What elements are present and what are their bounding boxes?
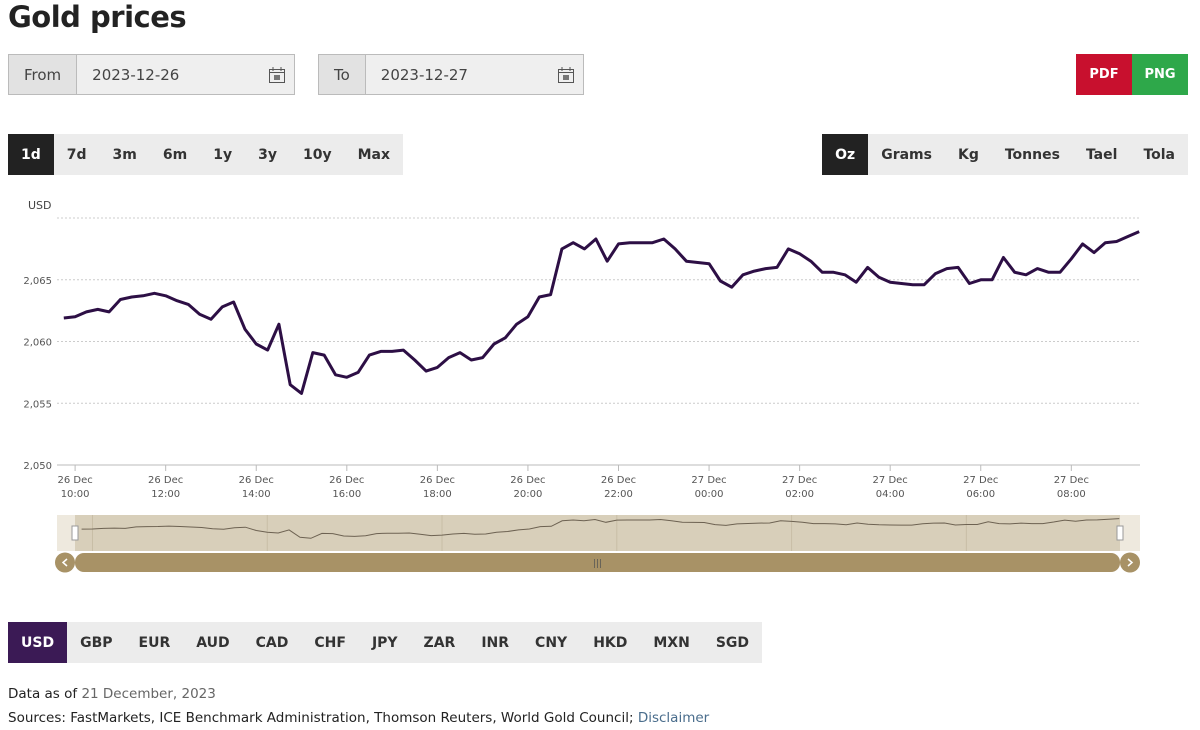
page-title: Gold prices	[8, 0, 187, 34]
currencies-button[interactable]: CNY	[535, 634, 568, 651]
scrollbar-arrow[interactable]	[55, 552, 75, 573]
x-tick-label: 26 Dec	[239, 475, 274, 486]
periods-button[interactable]: 6m	[162, 146, 188, 163]
png-button[interactable]: PNG	[1132, 54, 1188, 95]
currencies-button[interactable]: MXN	[653, 634, 690, 651]
data-as-of-date: 21 December, 2023	[81, 686, 216, 702]
x-tick-label: 26 Dec	[601, 475, 636, 486]
x-tick-label: 08:00	[1057, 489, 1086, 500]
y-tick-label: 2,055	[23, 399, 52, 410]
export-buttons: PDF PNG	[1076, 54, 1188, 95]
x-tick-label: 02:00	[785, 489, 814, 500]
x-tick-label: 26 Dec	[510, 475, 545, 486]
units-button[interactable]: Grams	[881, 146, 932, 163]
currencies-button[interactable]: HKD	[593, 634, 628, 651]
calendar-icon[interactable]	[557, 66, 575, 84]
to-label: To	[319, 55, 366, 94]
y-axis-label: USD	[28, 199, 52, 212]
x-tick-label: 14:00	[242, 489, 271, 500]
x-tick-label: 27 Dec	[691, 475, 726, 486]
unit-selector: Oz Grams Kg Tonnes Tael Tola	[822, 134, 1188, 175]
periods-button[interactable]: Max	[357, 146, 390, 163]
y-tick-label: 2,060	[23, 338, 52, 349]
currencies-button[interactable]: CHF	[314, 634, 346, 651]
currency-selector: USD GBP EUR AUD CAD CHF JPY ZAR INR CNY HKD MXN SGD	[8, 622, 763, 663]
currencies-button[interactable]: JPY	[371, 634, 398, 651]
to-value: 2023-12-27	[380, 65, 468, 84]
x-tick-label: 26 Dec	[329, 475, 364, 486]
x-tick-label: 27 Dec	[963, 475, 998, 486]
currencies-button[interactable]: ZAR	[423, 634, 456, 651]
periods-button[interactable]: 7d	[66, 146, 87, 163]
units-button[interactable]: Kg	[957, 146, 979, 163]
y-tick-label: 2,050	[23, 461, 52, 472]
navigator-handle	[1116, 525, 1124, 541]
units-button[interactable]: Tael	[1085, 146, 1118, 163]
scrollbar-arrow-icon	[1127, 558, 1134, 567]
currencies-button[interactable]: AUD	[196, 634, 230, 651]
x-tick-label: 27 Dec	[1054, 475, 1089, 486]
x-tick-label: 06:00	[966, 489, 995, 500]
x-tick-label: 16:00	[332, 489, 361, 500]
x-tick-label: 20:00	[514, 489, 543, 500]
to-input[interactable]: 2023-12-27	[366, 55, 583, 94]
units-button[interactable]: Tola	[1143, 146, 1175, 163]
to-date: To 2023-12-27	[318, 54, 584, 95]
navigator-window	[75, 515, 1120, 551]
x-tick-label: 12:00	[151, 489, 180, 500]
sources-text: Sources: FastMarkets, ICE Benchmark Admi…	[8, 710, 634, 726]
scrollbar-arrow[interactable]	[1120, 552, 1140, 573]
scrollbar-arrow-circle	[55, 552, 75, 573]
periods-button[interactable]: 1d	[8, 134, 54, 175]
x-tick-label: 04:00	[876, 489, 905, 500]
scrollbar-arrow-icon	[61, 558, 68, 567]
periods-button[interactable]: 3y	[258, 146, 277, 163]
x-tick-label: 10:00	[61, 489, 90, 500]
price-line	[63, 230, 1140, 395]
sources: Sources: FastMarkets, ICE Benchmark Admi…	[8, 710, 709, 726]
scrollbar-grip: |||	[593, 559, 602, 569]
x-tick-label: 26 Dec	[148, 475, 183, 486]
scrollbar-arrow-circle	[1120, 552, 1140, 573]
period-selector: 1d 7d 3m 6m 1y 3y 10y Max	[8, 134, 403, 175]
units-button[interactable]: Oz	[822, 134, 869, 175]
from-date: From 2023-12-26	[8, 54, 295, 95]
periods-button[interactable]: 1y	[213, 146, 233, 163]
navigator-line	[81, 518, 1120, 539]
currencies-button[interactable]: EUR	[138, 634, 171, 651]
x-tick-label: 00:00	[695, 489, 724, 500]
periods-button[interactable]: 3m	[112, 146, 137, 163]
navigator-handle	[71, 525, 79, 541]
from-input[interactable]: 2023-12-26	[77, 55, 294, 94]
currencies-button[interactable]: SGD	[715, 634, 750, 651]
data-as-of-label: Data as of	[8, 686, 78, 702]
from-label: From	[9, 55, 78, 94]
x-tick-label: 27 Dec	[782, 475, 817, 486]
currencies-button[interactable]: CAD	[255, 634, 289, 651]
x-tick-label: 26 Dec	[420, 475, 455, 486]
calendar-icon[interactable]	[268, 66, 286, 84]
pdf-button[interactable]: PDF	[1076, 54, 1132, 95]
x-tick-label: 22:00	[604, 489, 633, 500]
scrollbar-thumb	[75, 553, 1120, 572]
x-tick-label: 27 Dec	[873, 475, 908, 486]
currencies-button[interactable]: GBP	[80, 634, 113, 651]
y-tick-label: 2,065	[23, 276, 52, 287]
periods-button[interactable]: 10y	[302, 146, 332, 163]
disclaimer-link[interactable]: Disclaimer	[637, 710, 710, 726]
x-tick-label: 18:00	[423, 489, 452, 500]
chart: USD 2,050 2,055 2,060 2,065 26 Dec 10:00 26 Dec…	[23, 199, 1140, 573]
from-value: 2023-12-26	[92, 65, 180, 84]
units-button[interactable]: Tonnes	[1004, 146, 1060, 163]
data-date: Data as of 21 December, 2023	[8, 686, 216, 702]
x-tick-label: 26 Dec	[57, 475, 92, 486]
currencies-button[interactable]: USD	[8, 622, 68, 663]
currencies-button[interactable]: INR	[481, 634, 510, 651]
